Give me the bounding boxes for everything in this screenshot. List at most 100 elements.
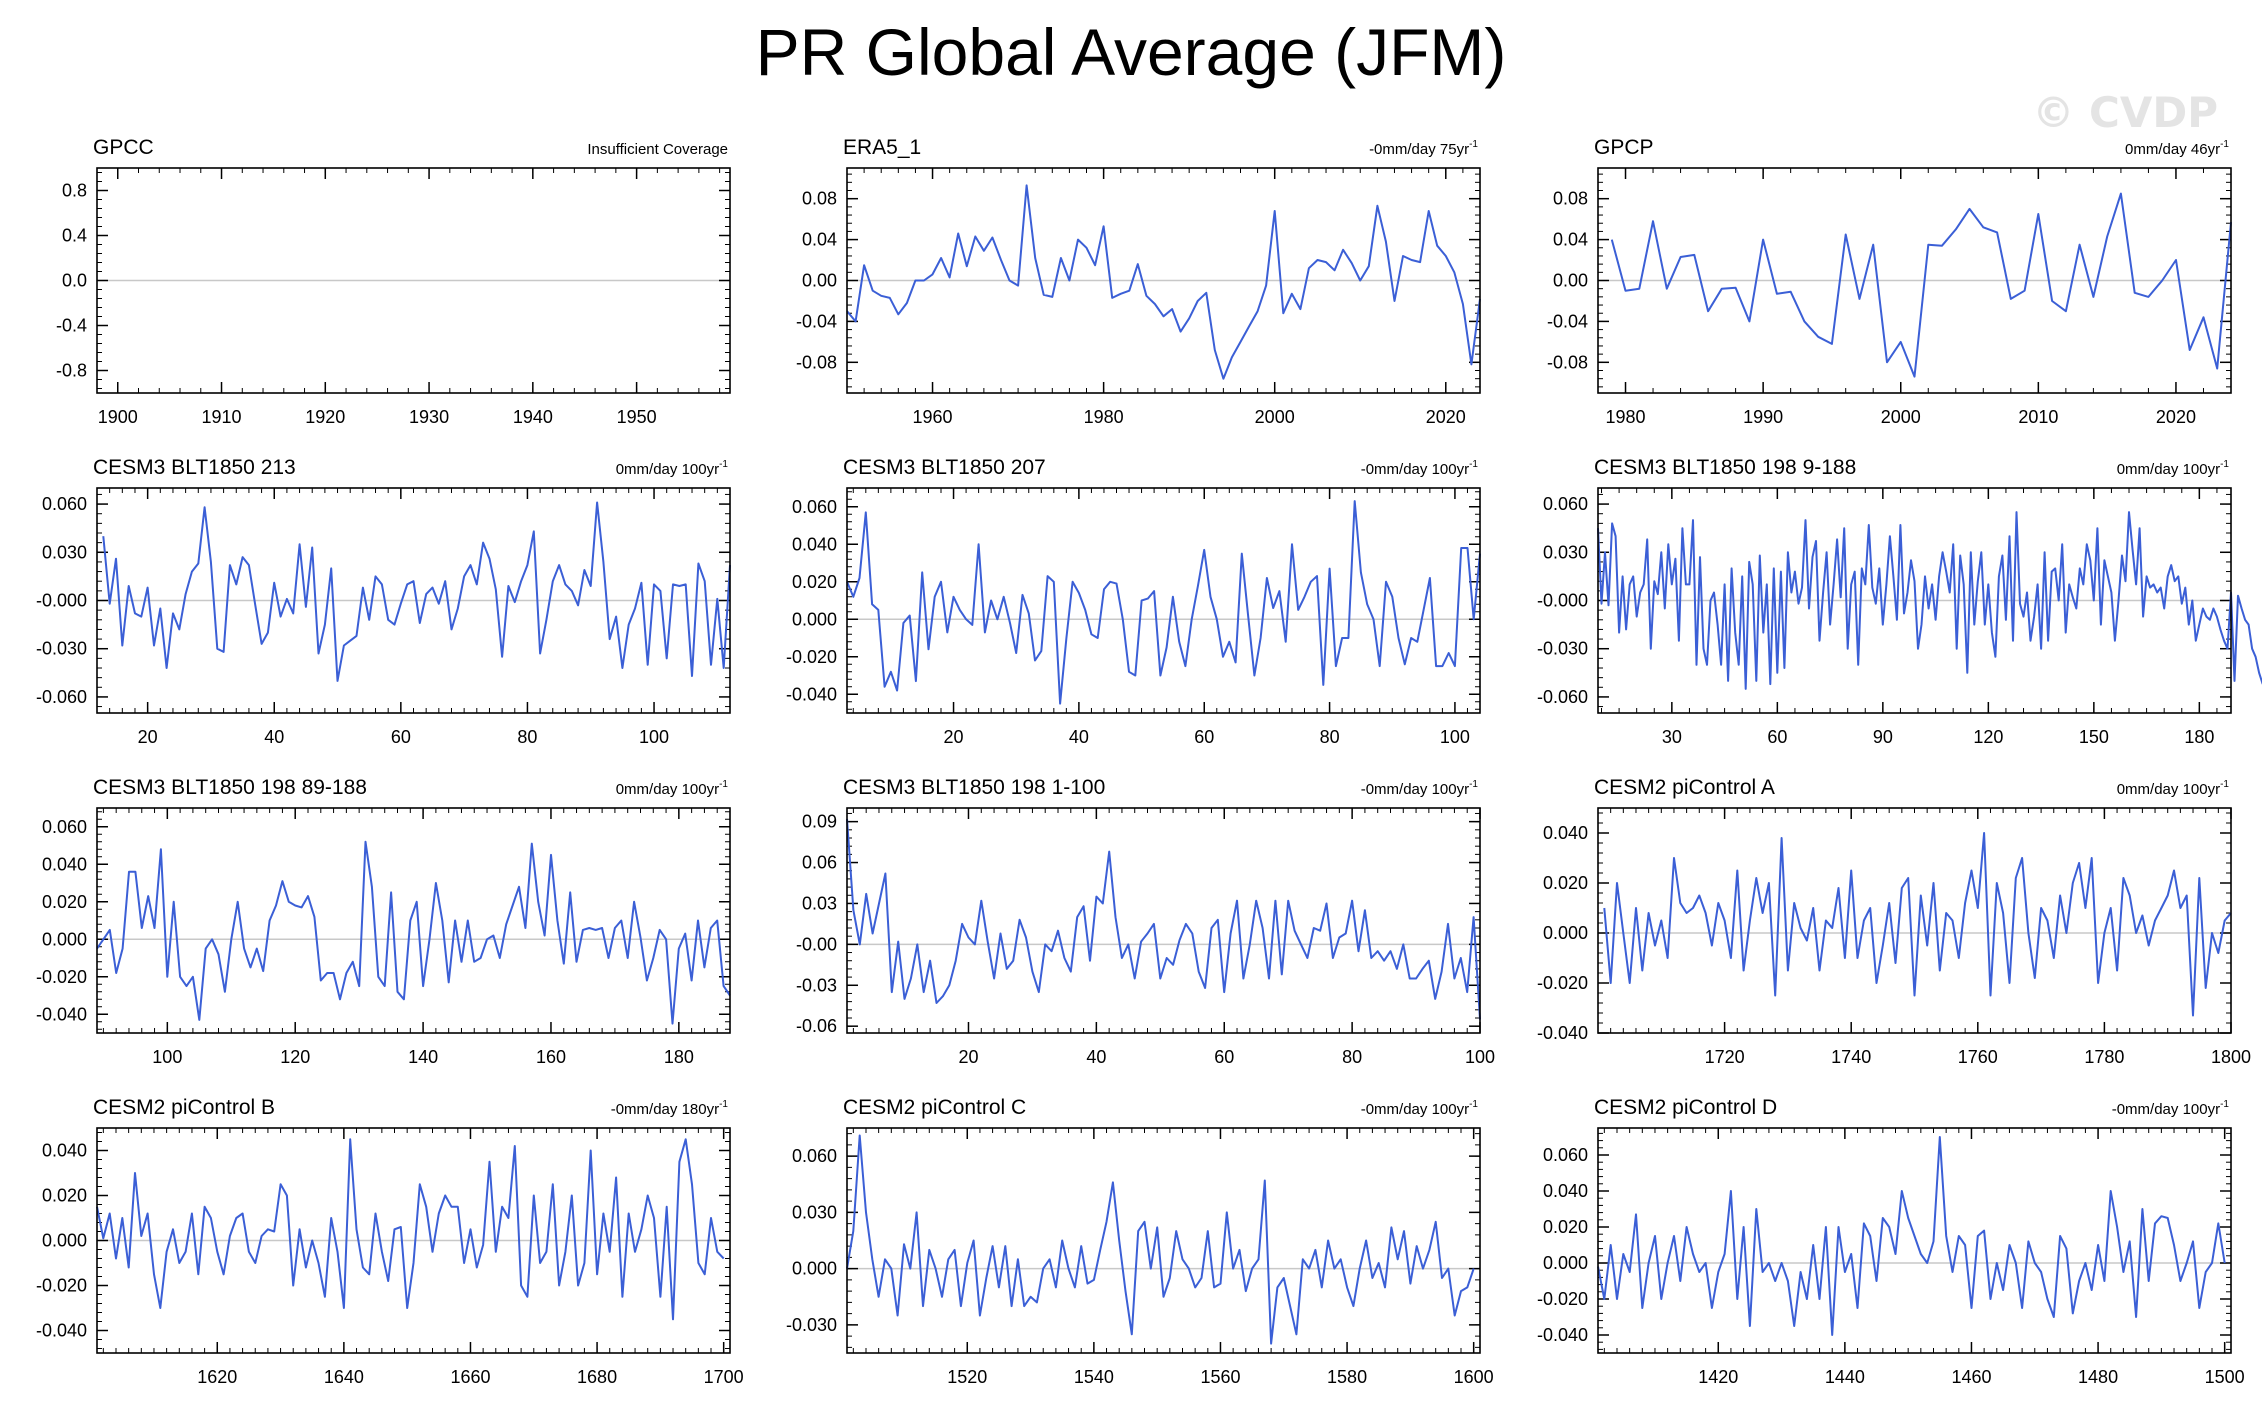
- chart-panel: CESM2 piControl B -0mm/day 180yr-1 1620 164…: [36, 1096, 744, 1387]
- y-tick-label: -0.8: [56, 361, 87, 381]
- y-tick-label: 0.08: [802, 189, 837, 209]
- x-tick-label: 1940: [513, 407, 553, 427]
- x-tick-label: 90: [1873, 727, 1893, 747]
- y-tick-label: 0.020: [1543, 873, 1588, 893]
- series-line: [1603, 832, 2232, 1017]
- y-tick-label: 0.060: [1543, 1145, 1588, 1165]
- y-tick-label: -0.000: [36, 591, 87, 611]
- panel-annotation: Insufficient Coverage: [587, 141, 728, 158]
- panel-annotation: -0mm/day 100yr-1: [2112, 1099, 2230, 1118]
- x-tick-label: 60: [391, 727, 411, 747]
- x-tick-label: 1600: [1454, 1367, 1494, 1387]
- panel-title: CESM2 piControl A: [1594, 776, 1775, 799]
- x-tick-label: 1560: [1200, 1367, 1240, 1387]
- panel-title: CESM3 BLT1850 198 89-188: [93, 776, 367, 799]
- x-tick-label: 80: [1342, 1047, 1362, 1067]
- panel-annotation: 0mm/day 100yr-1: [616, 459, 729, 478]
- y-tick-label: 0.060: [42, 817, 87, 837]
- x-tick-label: 40: [264, 727, 284, 747]
- cvdp-watermark: © CVDP: [2032, 88, 2218, 137]
- y-tick-label: 0.03: [802, 893, 837, 913]
- page-title: PR Global Average (JFM): [755, 15, 1507, 89]
- x-tick-label: 2010: [2018, 407, 2058, 427]
- plot-frame: [846, 487, 1481, 714]
- chart-panel: GPCC Insufficient Coverage 1900 1910 1920 193…: [56, 136, 731, 427]
- chart-panel: CESM3 BLT1850 207 -0mm/day 100yr-1 20 40 60 8…: [786, 456, 1481, 747]
- panel-annotation: -0mm/day 100yr-1: [1361, 779, 1479, 798]
- x-tick-label: 1540: [1074, 1367, 1114, 1387]
- panel-title: ERA5_1: [843, 136, 921, 159]
- x-tick-label: 2000: [1881, 407, 1921, 427]
- series-line: [96, 840, 731, 1025]
- y-tick-label: 0.040: [42, 1141, 87, 1161]
- y-tick-label: 0.08: [1553, 189, 1588, 209]
- y-tick-label: -0.08: [1547, 352, 1588, 372]
- x-tick-label: 40: [1086, 1047, 1106, 1067]
- panel-annotation: 0mm/day 100yr-1: [2117, 459, 2230, 478]
- y-tick-label: 0.000: [1543, 1253, 1588, 1273]
- series-line: [96, 1138, 725, 1321]
- plot-frame: [1597, 807, 2232, 1034]
- x-tick-label: 1960: [913, 407, 953, 427]
- x-tick-label: 1980: [1605, 407, 1645, 427]
- x-tick-label: 180: [664, 1047, 694, 1067]
- x-tick-label: 1990: [1743, 407, 1783, 427]
- panel-title: CESM3 BLT1850 207: [843, 456, 1046, 479]
- x-tick-label: 1950: [617, 407, 657, 427]
- x-tick-label: 1500: [2205, 1367, 2245, 1387]
- y-tick-label: 0.040: [42, 854, 87, 874]
- plot-frame: [96, 807, 731, 1034]
- y-tick-label: 0.06: [802, 853, 837, 873]
- chart-panel: CESM3 BLT1850 198 1-100 -0mm/day 100yr-1 2…: [796, 776, 1495, 1067]
- y-tick-label: 0.000: [792, 609, 837, 629]
- y-tick-label: -0.000: [1537, 591, 1588, 611]
- y-tick-label: 0.000: [792, 1259, 837, 1279]
- x-tick-label: 1580: [1327, 1367, 1367, 1387]
- y-tick-label: 0.8: [62, 181, 87, 201]
- y-tick-label: 0.020: [42, 1186, 87, 1206]
- panel-annotation: 0mm/day 100yr-1: [616, 779, 729, 798]
- plot-frame: [96, 167, 731, 394]
- chart-panel: CESM2 piControl A 0mm/day 100yr-1 1720 1740…: [1537, 776, 2251, 1067]
- x-tick-label: 1480: [2078, 1367, 2118, 1387]
- panel-title: CESM3 BLT1850 198 1-100: [843, 776, 1105, 799]
- x-tick-label: 60: [1194, 727, 1214, 747]
- y-tick-label: 0.060: [1543, 494, 1588, 514]
- chart-panel: CESM2 piControl C -0mm/day 100yr-1 1520 154…: [786, 1096, 1494, 1387]
- x-tick-label: 1780: [2084, 1047, 2124, 1067]
- y-tick-label: 0.020: [792, 572, 837, 592]
- panel-annotation: -0mm/day 100yr-1: [1361, 1099, 1479, 1118]
- y-tick-label: -0.08: [796, 352, 837, 372]
- panel-annotation: 0mm/day 46yr-1: [2125, 139, 2229, 158]
- y-tick-label: 0.04: [802, 230, 837, 250]
- y-tick-label: 0.060: [792, 497, 837, 517]
- x-tick-label: 1640: [324, 1367, 364, 1387]
- y-tick-label: 0.020: [42, 892, 87, 912]
- plot-frame: [846, 807, 1481, 1034]
- y-tick-label: 0.040: [792, 534, 837, 554]
- x-tick-label: 180: [2184, 727, 2214, 747]
- panel-title: GPCC: [93, 136, 154, 159]
- x-tick-label: 60: [1767, 727, 1787, 747]
- x-tick-label: 1920: [305, 407, 345, 427]
- panel-title: CESM3 BLT1850 213: [93, 456, 296, 479]
- x-tick-label: 2000: [1255, 407, 1295, 427]
- panel-title: CESM3 BLT1850 198 9-188: [1594, 456, 1856, 479]
- panel-annotation: -0mm/day 180yr-1: [611, 1099, 729, 1118]
- x-tick-label: 1620: [197, 1367, 237, 1387]
- y-tick-label: 0.020: [1543, 1217, 1588, 1237]
- annotation-superscript: -1: [719, 459, 728, 470]
- plot-frame: [846, 167, 1481, 394]
- plot-frame: [1597, 1127, 2232, 1354]
- y-tick-label: -0.020: [1537, 1289, 1588, 1309]
- plot-frame: [1597, 167, 2232, 394]
- y-tick-label: 0.04: [1553, 230, 1588, 250]
- series-line: [846, 500, 1481, 705]
- x-tick-label: 100: [639, 727, 669, 747]
- panel-title: CESM2 piControl D: [1594, 1096, 1777, 1119]
- y-tick-label: 0.000: [42, 929, 87, 949]
- annotation-superscript: -1: [2220, 459, 2229, 470]
- x-tick-label: 20: [944, 727, 964, 747]
- x-tick-label: 80: [1320, 727, 1340, 747]
- x-tick-label: 150: [2079, 727, 2109, 747]
